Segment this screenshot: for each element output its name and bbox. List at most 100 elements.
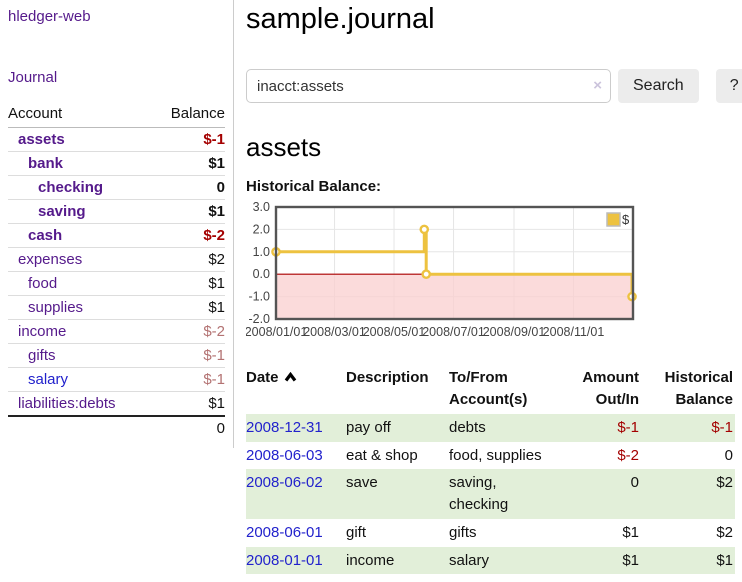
account-link-supplies[interactable]: supplies: [28, 299, 84, 316]
transaction-date-link[interactable]: 2008-06-02: [246, 474, 323, 492]
main-content: sample.journal × Search ? assets Histori…: [234, 0, 742, 575]
register-row: 2008-06-02 save saving, checking 0 $2: [246, 469, 735, 519]
account-link-bank[interactable]: bank: [28, 155, 64, 172]
help-button[interactable]: ?: [715, 69, 742, 104]
account-row: supplies $1: [8, 295, 225, 320]
transaction-accounts: debts: [449, 418, 486, 436]
svg-text:2.0: 2.0: [253, 223, 270, 237]
accounts-total-row: 0: [8, 415, 225, 440]
account-row: income $-2: [8, 319, 225, 344]
chart-canvas: 3.0 2.0 1.0 0.0 -1.0 -2.02008/01/012008/03/01…: [245, 200, 637, 339]
account-balance: $1: [152, 391, 225, 416]
account-balance: $2: [152, 247, 225, 272]
app-title-link[interactable]: hledger-web: [8, 8, 91, 25]
account-row: gifts $-1: [8, 343, 225, 368]
transaction-amount: $-1: [617, 418, 639, 436]
account-balance: $-1: [152, 343, 225, 368]
account-link-income[interactable]: income: [18, 323, 67, 340]
accounts-total-value: 0: [152, 415, 225, 440]
account-heading: assets: [246, 132, 322, 163]
account-link-food[interactable]: food: [28, 275, 58, 292]
transaction-accounts: food, supplies: [449, 446, 542, 464]
transaction-description: income: [346, 551, 395, 569]
account-link-cash[interactable]: cash: [28, 227, 63, 244]
account-link-assets[interactable]: assets: [18, 131, 65, 148]
account-row: saving $1: [8, 199, 225, 224]
svg-text:2008/11/01: 2008/11/01: [543, 325, 605, 339]
transaction-accounts: salary: [449, 551, 490, 569]
svg-text:2008/09/01: 2008/09/01: [483, 325, 546, 339]
transaction-balance: $1: [716, 551, 733, 569]
transaction-balance: $2: [716, 523, 733, 541]
historical-balance-chart: 3.0 2.0 1.0 0.0 -1.0 -2.0 2008/01/01 2008/03/01…: [245, 200, 742, 346]
transaction-amount: 0: [630, 474, 639, 492]
transaction-description: eat & shop: [346, 446, 418, 464]
transaction-balance: 0: [724, 446, 733, 464]
clear-search-icon[interactable]: ×: [593, 77, 602, 95]
transaction-amount: $-2: [617, 446, 639, 464]
transaction-date-link[interactable]: 2008-12-31: [246, 418, 323, 436]
account-balance: $1: [152, 271, 225, 296]
svg-text:2008/05/01: 2008/05/01: [363, 325, 426, 339]
sort-asc-icon: [284, 370, 297, 387]
svg-text:2008/01/01: 2008/01/01: [246, 325, 307, 339]
transaction-date-link[interactable]: 2008-06-01: [246, 523, 323, 541]
accounts-header-account: Account: [8, 102, 153, 128]
svg-text:$: $: [622, 212, 630, 227]
account-row: assets $-1: [8, 128, 225, 152]
transaction-amount: $1: [622, 523, 639, 541]
register-header-date[interactable]: Date: [246, 366, 346, 414]
register-header-balance: Historical Balance: [664, 369, 733, 409]
account-balance: $-2: [152, 319, 225, 344]
account-row: checking 0: [8, 175, 225, 200]
transaction-description: pay off: [346, 418, 391, 436]
account-balance: $1: [152, 199, 225, 224]
account-balance: $1: [152, 295, 225, 320]
account-row: food $1: [8, 271, 225, 296]
transaction-balance: $2: [716, 474, 733, 492]
svg-text:2008/03/01: 2008/03/01: [303, 325, 366, 339]
account-link-gifts[interactable]: gifts: [28, 347, 56, 364]
register-header-description: Description: [346, 369, 429, 387]
account-balance: $-1: [203, 131, 225, 148]
account-row: bank $1: [8, 151, 225, 176]
transaction-description: save: [346, 474, 378, 492]
transaction-accounts: gifts: [449, 523, 477, 541]
search-button[interactable]: Search: [618, 69, 699, 104]
account-link-checking[interactable]: checking: [38, 179, 104, 196]
transaction-balance: $-1: [711, 418, 733, 436]
account-balance: $-1: [152, 367, 225, 392]
search-box: ×: [246, 69, 611, 104]
chart-title: Historical Balance:: [246, 178, 382, 196]
transaction-accounts: saving, checking: [449, 474, 509, 514]
account-balance: 0: [152, 175, 225, 200]
account-link-expenses[interactable]: expenses: [18, 251, 83, 268]
register-header-amount: Amount Out/In: [582, 369, 639, 409]
svg-text:1.0: 1.0: [253, 245, 270, 259]
account-link-liabilities-debts[interactable]: liabilities:debts: [18, 395, 116, 412]
account-row: salary $-1: [8, 367, 225, 392]
svg-text:3.0: 3.0: [253, 202, 270, 214]
transaction-date-link[interactable]: 2008-01-01: [246, 551, 323, 569]
sidebar-item-journal[interactable]: Journal: [8, 69, 58, 86]
transaction-date-link[interactable]: 2008-06-03: [246, 446, 323, 464]
svg-text:0.0: 0.0: [253, 268, 270, 282]
search-form: × Search ?: [246, 69, 742, 104]
accounts-header-row: Account Balance: [8, 102, 225, 128]
accounts-header-balance: Balance: [152, 102, 225, 128]
register-header-accounts: To/From Account(s): [449, 369, 528, 409]
account-link-saving[interactable]: saving: [38, 203, 86, 220]
transaction-amount: $1: [622, 551, 639, 569]
account-link-salary[interactable]: salary: [28, 371, 69, 388]
app-title: hledger-web: [8, 8, 225, 25]
accounts-total-spacer: [8, 415, 153, 440]
register-row: 2008-01-01 income salary $1 $1: [246, 546, 735, 575]
svg-text:-1.0: -1.0: [248, 290, 270, 304]
page-title: sample.journal: [246, 3, 435, 35]
search-input[interactable]: [246, 69, 611, 104]
account-balance: $1: [152, 151, 225, 176]
svg-text:-2.0: -2.0: [248, 312, 270, 326]
register-header-row: Date Description To/From Account(s) Amou…: [246, 366, 735, 414]
sidebar: hledger-web Journal Account Balance asse…: [0, 0, 234, 448]
